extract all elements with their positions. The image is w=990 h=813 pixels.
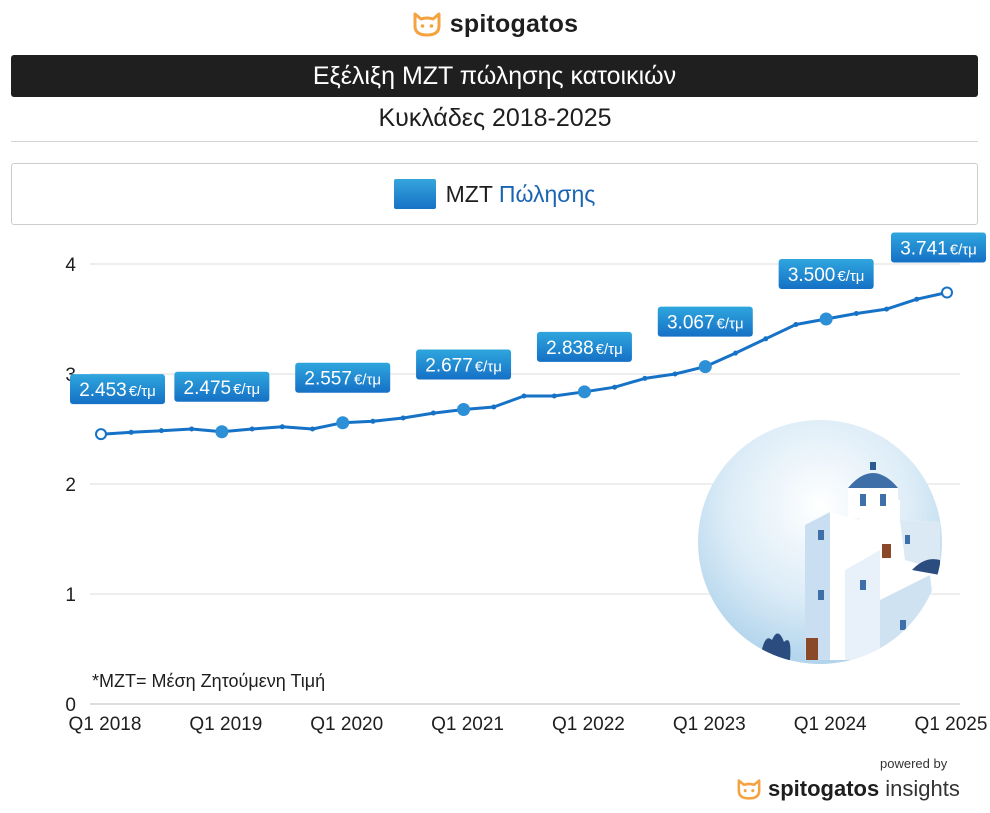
x-tick-label: Q1 2020 xyxy=(310,714,383,735)
data-point xyxy=(370,418,376,424)
data-points xyxy=(95,286,953,441)
data-point xyxy=(763,336,769,342)
y-axis: 01234 xyxy=(65,255,76,716)
y-tick-label: 2 xyxy=(65,475,76,496)
data-point xyxy=(612,384,618,390)
legend-label-part2: Πώλησης xyxy=(498,180,596,207)
labeled-point xyxy=(215,425,229,439)
brand-name: spitogatos xyxy=(449,9,579,38)
chart-title: Εξέλιξη ΜΖΤ πώλησης κατοικιών xyxy=(312,61,677,90)
data-labels: 2.453 €/τμ 2.475 €/τμ 2.557 €/τμ 2.677 €/τμ 2.83… xyxy=(70,232,986,405)
data-label-box xyxy=(778,259,874,289)
labeled-point xyxy=(336,416,350,430)
labeled-point xyxy=(819,312,833,326)
data-point xyxy=(793,322,799,327)
legend-swatch xyxy=(393,179,436,209)
data-point xyxy=(521,393,527,399)
labeled-point xyxy=(95,428,107,441)
data-point xyxy=(884,306,890,312)
data-label: 2.475 €/τμ xyxy=(184,378,261,399)
x-tick-label: Q1 2022 xyxy=(552,714,625,735)
x-tick-label: Q1 2018 xyxy=(69,714,142,735)
data-label: 2.677 €/τμ xyxy=(425,356,502,377)
footer-brand-name: spitogatos xyxy=(768,776,880,801)
chart-subtitle: Κυκλάδες 2018-2025 xyxy=(378,104,612,132)
x-tick-label: Q1 2021 xyxy=(431,714,504,735)
data-label-box xyxy=(416,349,512,380)
data-point xyxy=(914,296,920,302)
data-label: 3.741 €/τμ xyxy=(900,238,977,259)
x-tick-label: Q1 2025 xyxy=(915,714,988,735)
legend: ΜΖΤ Πώλησης xyxy=(11,163,978,225)
footnote: *ΜΖΤ= Μέση Ζητούμενη Τιμή xyxy=(92,671,326,691)
x-axis: Q1 2018 Q1 2019 Q1 2020 Q1 2021 Q1 2022 Q1 20… xyxy=(69,714,988,735)
brand-header: spitogatos xyxy=(0,8,990,40)
labeled-point xyxy=(698,360,712,374)
data-point xyxy=(642,375,648,381)
footer-brand-suffix: insights xyxy=(885,776,960,801)
data-point xyxy=(551,393,557,399)
data-label-box xyxy=(891,232,986,263)
x-tick-label: Q1 2023 xyxy=(673,714,746,735)
y-tick-label: 4 xyxy=(65,255,76,276)
data-label: 2.838 €/τμ xyxy=(546,338,623,359)
data-point xyxy=(491,404,497,410)
data-point xyxy=(249,426,255,432)
data-point xyxy=(853,311,859,316)
powered-by: powered by xyxy=(880,756,948,771)
data-label: 2.557 €/τμ xyxy=(304,369,381,390)
legend-label: ΜΖΤ Πώλησης xyxy=(446,181,596,208)
data-point xyxy=(400,415,406,421)
data-label: 3.067 €/τμ xyxy=(667,313,744,334)
data-label-box xyxy=(174,371,270,402)
cat-head-icon xyxy=(413,12,441,37)
data-label: 3.500 €/τμ xyxy=(788,265,865,286)
data-point xyxy=(158,428,164,434)
cyclades-whitewashed-houses-illustration xyxy=(698,420,942,664)
chart-title-bar: Εξέλιξη ΜΖΤ πώλησης κατοικιών xyxy=(11,55,978,97)
data-label: 2.453 €/τμ xyxy=(79,380,156,401)
divider xyxy=(11,141,978,142)
y-tick-label: 1 xyxy=(65,585,76,606)
x-tick-label: Q1 2024 xyxy=(794,714,867,735)
data-point xyxy=(430,410,436,416)
series-line xyxy=(100,291,948,436)
data-point xyxy=(128,429,134,435)
footer-brand: spitogatos insights xyxy=(736,772,960,806)
data-point xyxy=(189,426,195,432)
data-point xyxy=(310,426,315,432)
x-tick-label: Q1 2019 xyxy=(189,714,262,735)
data-point xyxy=(733,350,738,356)
data-label-box xyxy=(657,306,753,337)
data-label-box xyxy=(295,362,391,393)
y-tick-label: 0 xyxy=(65,695,76,716)
cat-head-icon xyxy=(737,779,761,800)
data-point xyxy=(279,424,285,430)
labeled-point xyxy=(941,286,953,299)
labeled-point xyxy=(577,385,591,399)
legend-label-part1: ΜΖΤ xyxy=(445,180,493,207)
data-label-box xyxy=(536,331,632,362)
data-label-box xyxy=(70,374,165,405)
labeled-point xyxy=(457,403,471,417)
data-point xyxy=(672,371,678,377)
